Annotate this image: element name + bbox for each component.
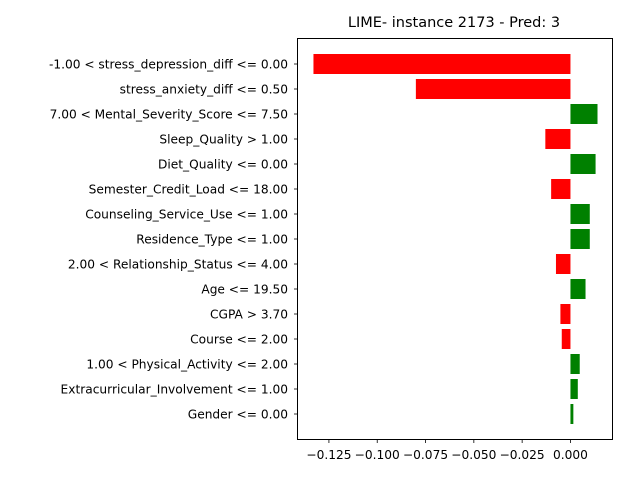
x-tick-label: 0.000 <box>553 448 588 462</box>
chart-title: LIME- instance 2173 - Pred: 3 <box>348 15 560 31</box>
y-tick-label: 2.00 < Relationship_Status <= 4.00 <box>68 258 288 272</box>
bar <box>570 354 580 374</box>
bar <box>545 129 571 149</box>
y-tick-label: Sleep_Quality > 1.00 <box>159 133 288 147</box>
bar <box>551 179 571 199</box>
y-tick-label: Course <= 2.00 <box>190 333 288 347</box>
y-tick-label: Counseling_Service_Use <= 1.00 <box>85 208 288 222</box>
bar <box>570 229 590 249</box>
y-tick-label: stress_anxiety_diff <= 0.50 <box>120 83 288 97</box>
y-tick-labels: -1.00 < stress_depression_diff <= 0.00 st… <box>49 58 298 422</box>
y-tick-label: Residence_Type <= 1.00 <box>136 233 288 247</box>
x-tick-label: −0.100 <box>355 448 400 462</box>
bars-group <box>313 54 598 424</box>
x-tick-label: −0.125 <box>306 448 351 462</box>
bar <box>415 79 571 99</box>
y-tick-label: Gender <= 0.00 <box>188 408 288 422</box>
bar <box>570 204 590 224</box>
bar <box>570 104 598 124</box>
bar <box>555 254 571 274</box>
y-tick-label: Extracurricular_Involvement <= 1.00 <box>61 383 288 397</box>
plot-frame <box>297 38 613 440</box>
y-tick-label: Semester_Credit_Load <= 18.00 <box>89 183 288 197</box>
y-tick-label: 7.00 < Mental_Severity_Score <= 7.50 <box>50 108 288 122</box>
bar <box>561 329 571 349</box>
y-tick-label: Age <= 19.50 <box>201 283 288 297</box>
x-tick-label: −0.050 <box>451 448 496 462</box>
y-tick-label: -1.00 < stress_depression_diff <= 0.00 <box>49 58 288 72</box>
y-tick-label: 1.00 < Physical_Activity <= 2.00 <box>86 358 288 372</box>
x-axis: −0.125 −0.100 −0.075 −0.050 −0.025 0.000 <box>306 439 588 462</box>
bar <box>570 154 596 174</box>
y-tick-label: Diet_Quality <= 0.00 <box>158 158 288 172</box>
y-tick-label: CGPA > 3.70 <box>210 308 288 322</box>
bar <box>560 304 571 324</box>
bar <box>570 379 578 399</box>
x-tick-label: −0.075 <box>403 448 448 462</box>
bar <box>313 54 571 74</box>
x-tick-label: −0.025 <box>500 448 545 462</box>
bar <box>570 279 586 299</box>
bar <box>570 404 574 424</box>
